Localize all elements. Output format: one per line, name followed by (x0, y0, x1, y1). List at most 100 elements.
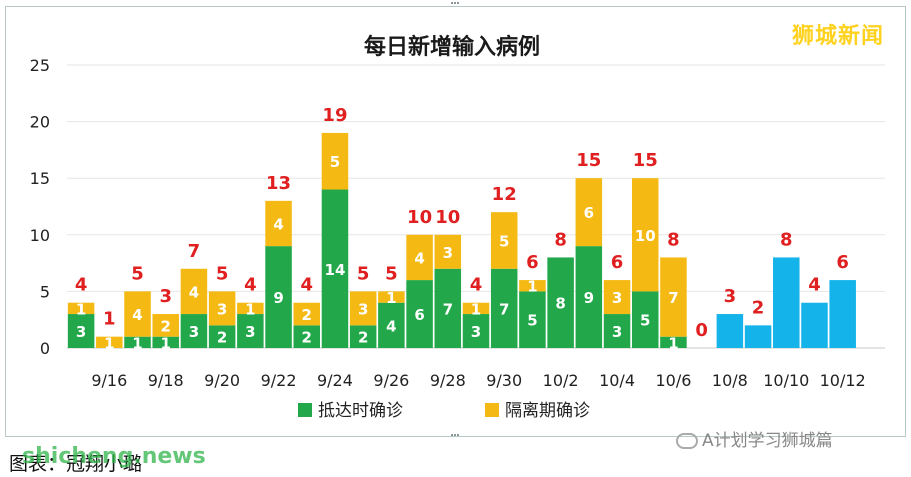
bar-value-label: 6 (584, 204, 594, 222)
bar-arrival-10/5 (631, 291, 659, 348)
bar-value-label: 4 (386, 317, 396, 335)
bar-value-label: 2 (302, 329, 312, 347)
bar-value-label: 2 (161, 317, 171, 335)
bar-value-label: 3 (612, 289, 622, 307)
bar-value-label: 7 (499, 300, 509, 318)
bar-value-label: 2 (217, 329, 227, 347)
total-label-10/9: 2 (752, 297, 765, 318)
y-tick-label: 20 (30, 113, 50, 132)
total-label-10/8: 3 (724, 286, 737, 307)
total-label-10/12: 6 (836, 252, 849, 273)
bar-value-label: 3 (358, 300, 368, 318)
y-tick-label: 25 (30, 56, 50, 75)
legend-swatch-arrival (298, 403, 312, 417)
total-label-9/29: 4 (470, 275, 483, 296)
bar-value-label: 3 (217, 300, 227, 318)
bar-quarantine-9/30 (490, 212, 518, 269)
bar-value-label: 10 (635, 227, 656, 245)
bar-arrival-9/23 (293, 325, 321, 348)
bar-recent-10/9 (744, 325, 772, 348)
bar-value-label: 4 (189, 283, 199, 301)
bar-quarantine-9/17 (124, 291, 151, 337)
total-label-9/17: 5 (131, 263, 144, 284)
bar-value-label: 3 (471, 323, 481, 341)
total-label-9/15: 4 (75, 275, 88, 296)
bar-quarantine-9/16 (96, 336, 123, 348)
total-label-10/5: 15 (633, 150, 658, 171)
bar-value-label: 3 (443, 244, 453, 262)
bar-arrival-9/19 (180, 314, 208, 348)
bar-quarantine-9/20 (208, 291, 236, 326)
bar-arrival-10/1 (519, 291, 546, 348)
bar-quarantine-9/18 (152, 314, 179, 337)
bar-value-label: 3 (245, 323, 255, 341)
bar-quarantine-10/4 (603, 280, 631, 315)
bar-value-label: 1 (471, 300, 481, 318)
bar-arrival-9/21 (237, 314, 264, 348)
resize-handle-bottom[interactable] (451, 434, 459, 440)
total-label-10/11: 4 (808, 275, 821, 296)
bar-value-label: 1 (245, 300, 255, 318)
bar-recent-10/12 (829, 280, 856, 348)
bar-value-label: 5 (640, 312, 650, 330)
bar-quarantine-9/28 (434, 234, 462, 269)
source-note: 图表：冠翔小璐 (9, 453, 143, 475)
bar-quarantine-9/24 (321, 132, 349, 190)
bar-value-label: 5 (330, 153, 340, 171)
x-tick-label: 10/10 (763, 371, 809, 390)
total-label-10/3: 15 (576, 150, 601, 171)
wechat-account: A计划学习狮城篇 (676, 426, 833, 451)
total-label-9/19: 7 (188, 241, 201, 262)
bar-arrival-9/17 (124, 336, 151, 348)
brand-logo: 狮城新闻 (792, 24, 885, 49)
total-label-9/25: 5 (357, 263, 370, 284)
bar-arrival-9/26 (378, 302, 405, 348)
bar-recent-10/8 (716, 314, 744, 348)
bar-quarantine-9/19 (180, 268, 208, 315)
bar-value-label: 8 (555, 295, 565, 313)
chart-frame (5, 6, 906, 437)
total-label-10/1: 6 (526, 252, 539, 273)
total-label-9/30: 12 (492, 184, 517, 205)
x-tick-label: 10/2 (543, 371, 579, 390)
bar-quarantine-9/27 (406, 234, 433, 281)
total-label-10/6: 8 (667, 229, 680, 250)
bar-arrival-9/20 (208, 325, 236, 348)
bar-value-label: 3 (189, 323, 199, 341)
resize-handle-top[interactable] (451, 2, 459, 8)
bar-value-label: 1 (76, 300, 86, 318)
total-label-9/28: 10 (435, 207, 460, 228)
total-label-9/24: 19 (322, 105, 347, 126)
bar-quarantine-10/5 (631, 178, 659, 292)
bar-value-label: 2 (302, 306, 312, 324)
bar-recent-10/10 (773, 257, 800, 348)
bar-value-label: 1 (132, 334, 142, 352)
chart-title: 每日新增输入病例 (364, 34, 540, 60)
y-axis-ticks: 0 5 10 15 20 25 (30, 56, 50, 358)
bar-arrival-10/3 (575, 246, 603, 348)
total-label-9/23: 4 (300, 275, 313, 296)
total-label-10/7: 0 (695, 320, 708, 341)
x-tick-label: 10/12 (820, 371, 866, 390)
x-axis-ticks: 9/16 9/18 9/20 9/22 9/24 9/26 9/28 9/30 10/2 10/4… (91, 371, 865, 390)
total-label-10/4: 6 (611, 252, 624, 273)
bar-value-label: 4 (273, 215, 283, 233)
bar-quarantine-9/21 (237, 302, 264, 315)
bar-value-label: 14 (325, 261, 346, 279)
bar-value-label: 6 (414, 306, 424, 324)
bar-quarantine-10/1 (519, 280, 546, 292)
x-tick-label: 10/6 (655, 371, 691, 390)
y-tick-label: 10 (30, 226, 50, 245)
total-label-10/2: 8 (554, 229, 567, 250)
bar-value-label: 9 (273, 289, 283, 307)
x-tick-label: 9/18 (148, 371, 184, 390)
bar-arrival-9/24 (321, 189, 349, 348)
bar-value-label: 4 (132, 306, 142, 324)
bar-arrival-9/27 (406, 280, 433, 348)
x-tick-label: 9/22 (261, 371, 297, 390)
wechat-account-name: A计划学习狮城篇 (702, 431, 833, 451)
total-label-9/16: 1 (103, 309, 116, 330)
bar-value-label: 1 (527, 278, 537, 296)
bar-arrival-9/22 (265, 246, 292, 348)
x-tick-label: 9/20 (204, 371, 240, 390)
